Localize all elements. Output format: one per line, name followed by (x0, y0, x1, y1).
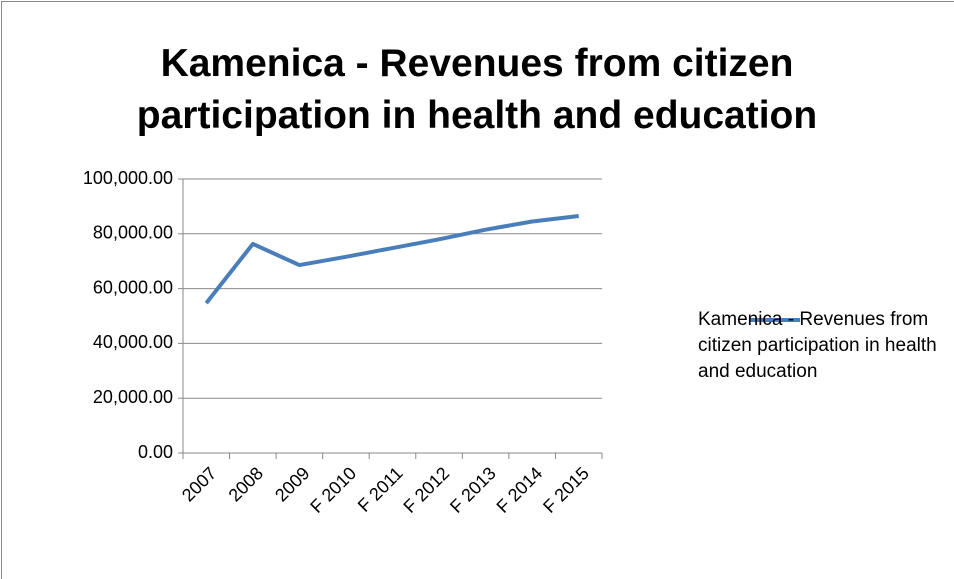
y-tick-label: 20,000.00 (93, 387, 173, 407)
x-tick-label: F 2013 (446, 463, 500, 517)
y-tick-label: 60,000.00 (93, 277, 173, 297)
x-tick-label: 2009 (271, 463, 313, 505)
x-tick-label: 2007 (178, 463, 220, 505)
y-tick-label: 80,000.00 (93, 223, 173, 243)
x-tick-label: F 2011 (354, 463, 407, 516)
x-tick-label: F 2012 (399, 463, 453, 517)
legend-label: Kamenica - Revenues from citizen partici… (698, 309, 937, 382)
x-tick-label: F 2015 (539, 463, 593, 517)
y-tick-label: 0.00 (138, 442, 173, 462)
x-tick-label: 2008 (225, 463, 267, 505)
x-tick-label: F 2014 (493, 463, 547, 517)
data-line (204, 214, 579, 305)
y-tick-label: 40,000.00 (93, 332, 173, 352)
chart-title: Kamenica - Revenues from citizen partici… (136, 42, 818, 137)
x-tick-label: F 2010 (306, 463, 360, 517)
y-tick-label: 100,000.00 (83, 168, 173, 188)
